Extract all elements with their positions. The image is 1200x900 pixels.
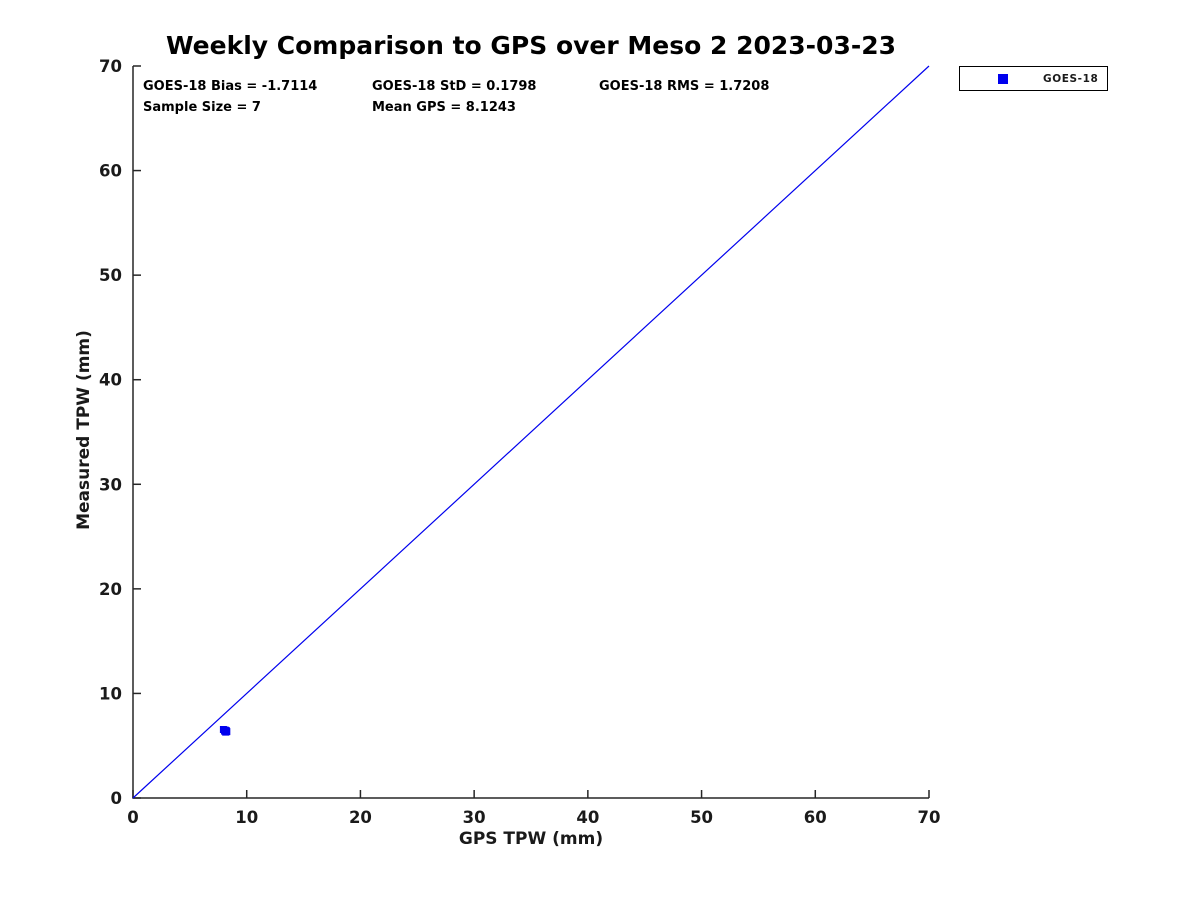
y-tick-label: 60 [99, 162, 122, 181]
y-tick-label: 50 [99, 266, 122, 285]
x-tick-label: 0 [127, 808, 138, 827]
chart-title: Weekly Comparison to GPS over Meso 2 202… [165, 31, 897, 60]
x-tick-label: 30 [463, 808, 486, 827]
y-axis-label: Measured TPW (mm) [74, 330, 94, 530]
legend-marker-square-icon [998, 73, 1008, 84]
stat-mean-gps: Mean GPS = 8.1243 [372, 100, 516, 115]
stat-sample-size: Sample Size = 7 [143, 100, 261, 115]
y-tick-label: 40 [99, 371, 122, 390]
stat-bias: GOES-18 Bias = -1.7114 [143, 79, 318, 94]
identity-line [132, 65, 930, 799]
x-tick-label: 60 [804, 808, 827, 827]
x-tick-label: 50 [690, 808, 713, 827]
x-axis-label: GPS TPW (mm) [458, 829, 604, 849]
y-tick-label: 0 [111, 789, 122, 808]
stat-std: GOES-18 StD = 0.1798 [372, 79, 537, 94]
legend-item-label: GOES-18 [1043, 72, 1099, 85]
y-tick-label: 10 [99, 684, 122, 703]
legend: GOES-18 [959, 66, 1108, 91]
x-tick-label: 70 [918, 808, 941, 827]
stat-rms: GOES-18 RMS = 1.7208 [599, 79, 770, 94]
x-tick-label: 10 [235, 808, 258, 827]
y-tick-label: 20 [99, 580, 122, 599]
y-tick-label: 70 [99, 57, 122, 76]
data-point-marker [222, 728, 230, 736]
x-tick-label: 40 [576, 808, 599, 827]
x-tick-label: 20 [349, 808, 372, 827]
y-tick-label: 30 [99, 475, 122, 494]
